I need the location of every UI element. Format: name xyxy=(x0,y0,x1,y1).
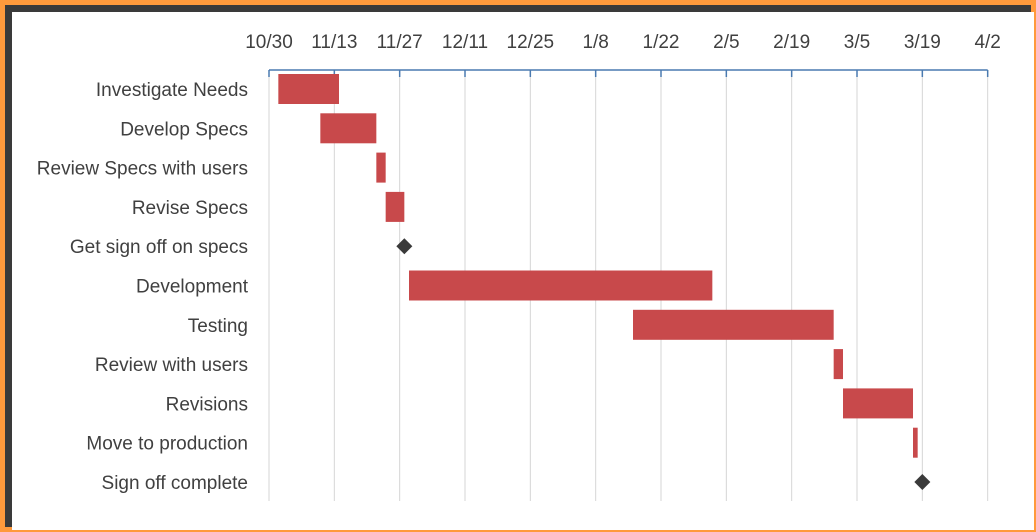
task-label: Develop Specs xyxy=(120,119,248,140)
x-tick-label: 12/25 xyxy=(507,32,555,53)
task-labels: Investigate Needs Develop Specs Review Spe… xyxy=(37,80,249,494)
task-label: Review with users xyxy=(95,355,248,376)
task-bar xyxy=(385,191,405,222)
task-label: Move to production xyxy=(86,434,248,455)
task-bar xyxy=(376,152,386,183)
x-axis: 10/30 11/13 11/27 12/11 12/25 1/8 1/22 2/5 2/19 3… xyxy=(245,32,1001,77)
task-label: Testing xyxy=(188,316,248,337)
x-tick-label: 4/2 xyxy=(974,32,1000,53)
task-bar xyxy=(320,113,377,144)
x-tick-label: 1/22 xyxy=(643,32,680,53)
gantt-chart: 10/30 11/13 11/27 12/11 12/25 1/8 1/22 2/5 2/19 3… xyxy=(37,32,1001,501)
task-label: Revisions xyxy=(166,394,248,415)
task-bar xyxy=(913,427,918,458)
task-label: Revise Specs xyxy=(132,198,248,219)
x-tick-label: 2/19 xyxy=(773,32,810,53)
task-bar xyxy=(843,388,914,419)
task-label: Development xyxy=(136,277,249,298)
x-tick-label: 12/11 xyxy=(442,32,488,53)
task-bar xyxy=(278,74,340,104)
chart-panel: 10/30 11/13 11/27 12/11 12/25 1/8 1/22 2/5 2/19 3… xyxy=(12,12,1034,530)
x-tick-label: 3/19 xyxy=(904,32,941,53)
milestone-marker xyxy=(914,474,931,490)
x-tick-label: 1/8 xyxy=(582,32,608,53)
x-tick-label: 11/13 xyxy=(311,32,357,53)
x-tick-label: 10/30 xyxy=(245,32,293,53)
task-bar xyxy=(633,309,834,340)
task-label: Review Specs with users xyxy=(37,159,248,180)
task-label: Sign off complete xyxy=(102,473,248,494)
milestone-marker xyxy=(396,238,413,255)
task-bar xyxy=(409,270,713,301)
x-tick-label: 2/5 xyxy=(713,32,739,53)
x-tick-label: 3/5 xyxy=(844,32,870,53)
task-label: Investigate Needs xyxy=(96,80,248,101)
task-label: Get sign off on specs xyxy=(70,237,248,258)
x-tick-label: 11/27 xyxy=(377,32,423,53)
bars xyxy=(278,74,931,490)
task-bar xyxy=(833,349,844,380)
